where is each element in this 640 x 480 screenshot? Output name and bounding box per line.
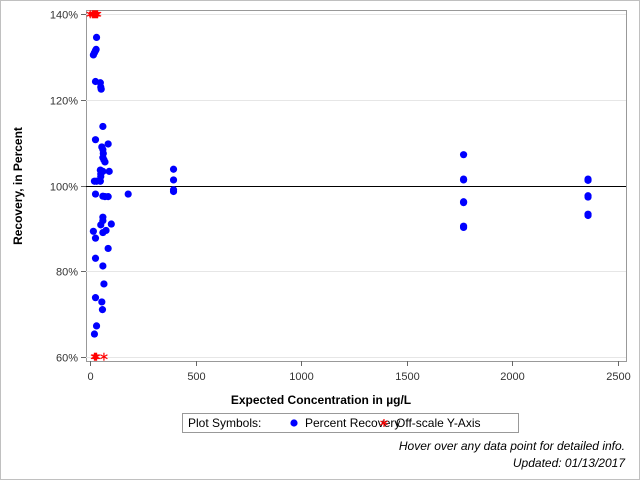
recovery-point [91, 254, 100, 262]
recovery-point [584, 193, 592, 201]
x-axis-title: Expected Concentration in µg/L [231, 393, 411, 407]
recovery-point [91, 234, 100, 242]
recovery-point [104, 193, 112, 201]
recovery-point [584, 176, 592, 184]
offscale-point [100, 352, 108, 361]
recovery-point [169, 187, 178, 196]
y-tick-label: 140% [50, 10, 78, 22]
recovery-point [169, 165, 178, 173]
y-axis: 60% 80% 100% 120% 140% [50, 10, 86, 365]
recovery-point [104, 140, 112, 148]
recovery-point [584, 211, 592, 220]
legend-box [182, 413, 519, 433]
recovery-point [92, 45, 100, 53]
recovery-point [99, 122, 107, 131]
x-axis: 0 500 1000 1500 2000 2500 [87, 361, 631, 383]
recovery-point [91, 294, 100, 302]
recovery-point [92, 322, 101, 330]
legend-item-off-scale: Off-scale Y-Axis [396, 416, 480, 430]
recovery-point [97, 85, 105, 93]
recovery-point [459, 199, 468, 207]
updated-footnote: Updated: 01/13/2017 [513, 456, 626, 470]
recovery-point [98, 306, 107, 314]
recovery-point [102, 226, 110, 235]
x-tick-label: 500 [187, 371, 205, 383]
recovery-point [107, 220, 115, 228]
x-tick-label: 2000 [500, 371, 524, 383]
legend-asterisk-marker [380, 419, 388, 427]
x-tick-label: 2500 [606, 371, 630, 383]
hover-footnote: Hover over any data point for detailed i… [399, 439, 625, 453]
recovery-point [97, 221, 105, 229]
recovery-point [99, 262, 107, 270]
recovery-point [96, 177, 104, 185]
recovery-point [459, 176, 468, 184]
recovery-point [169, 176, 178, 184]
recovery-point [124, 190, 132, 198]
legend-circle-marker [290, 419, 298, 427]
recovery-point [91, 190, 100, 198]
recovery-point [100, 280, 108, 288]
y-tick-label: 120% [50, 96, 78, 108]
recovery-point [459, 151, 468, 159]
points-layer [86, 10, 592, 361]
y-tick-label: 60% [56, 353, 78, 365]
recovery-point [91, 136, 100, 144]
recovery-point [98, 298, 106, 306]
grid-layer [86, 14, 626, 358]
y-tick-label: 100% [50, 182, 78, 194]
y-tick-label: 80% [56, 267, 78, 279]
offscale-point [92, 352, 101, 361]
offscale-point [93, 10, 102, 19]
recovery-point [101, 158, 109, 166]
recovery-point [105, 167, 113, 175]
recovery-point [104, 244, 112, 253]
recovery-point [92, 33, 101, 41]
y-axis-title: Recovery, in Percent [11, 127, 25, 245]
recovery-point [89, 227, 97, 235]
recovery-point [90, 330, 99, 338]
legend-title: Plot Symbols: [188, 416, 261, 430]
x-tick-label: 0 [87, 371, 93, 383]
recovery-point [459, 223, 468, 232]
legend-item-percent-recovery: Percent Recovery [305, 416, 400, 430]
x-tick-label: 1000 [289, 371, 313, 383]
x-tick-label: 1500 [395, 371, 419, 383]
legend: Plot Symbols: Percent Recovery Off-scale… [182, 413, 519, 433]
